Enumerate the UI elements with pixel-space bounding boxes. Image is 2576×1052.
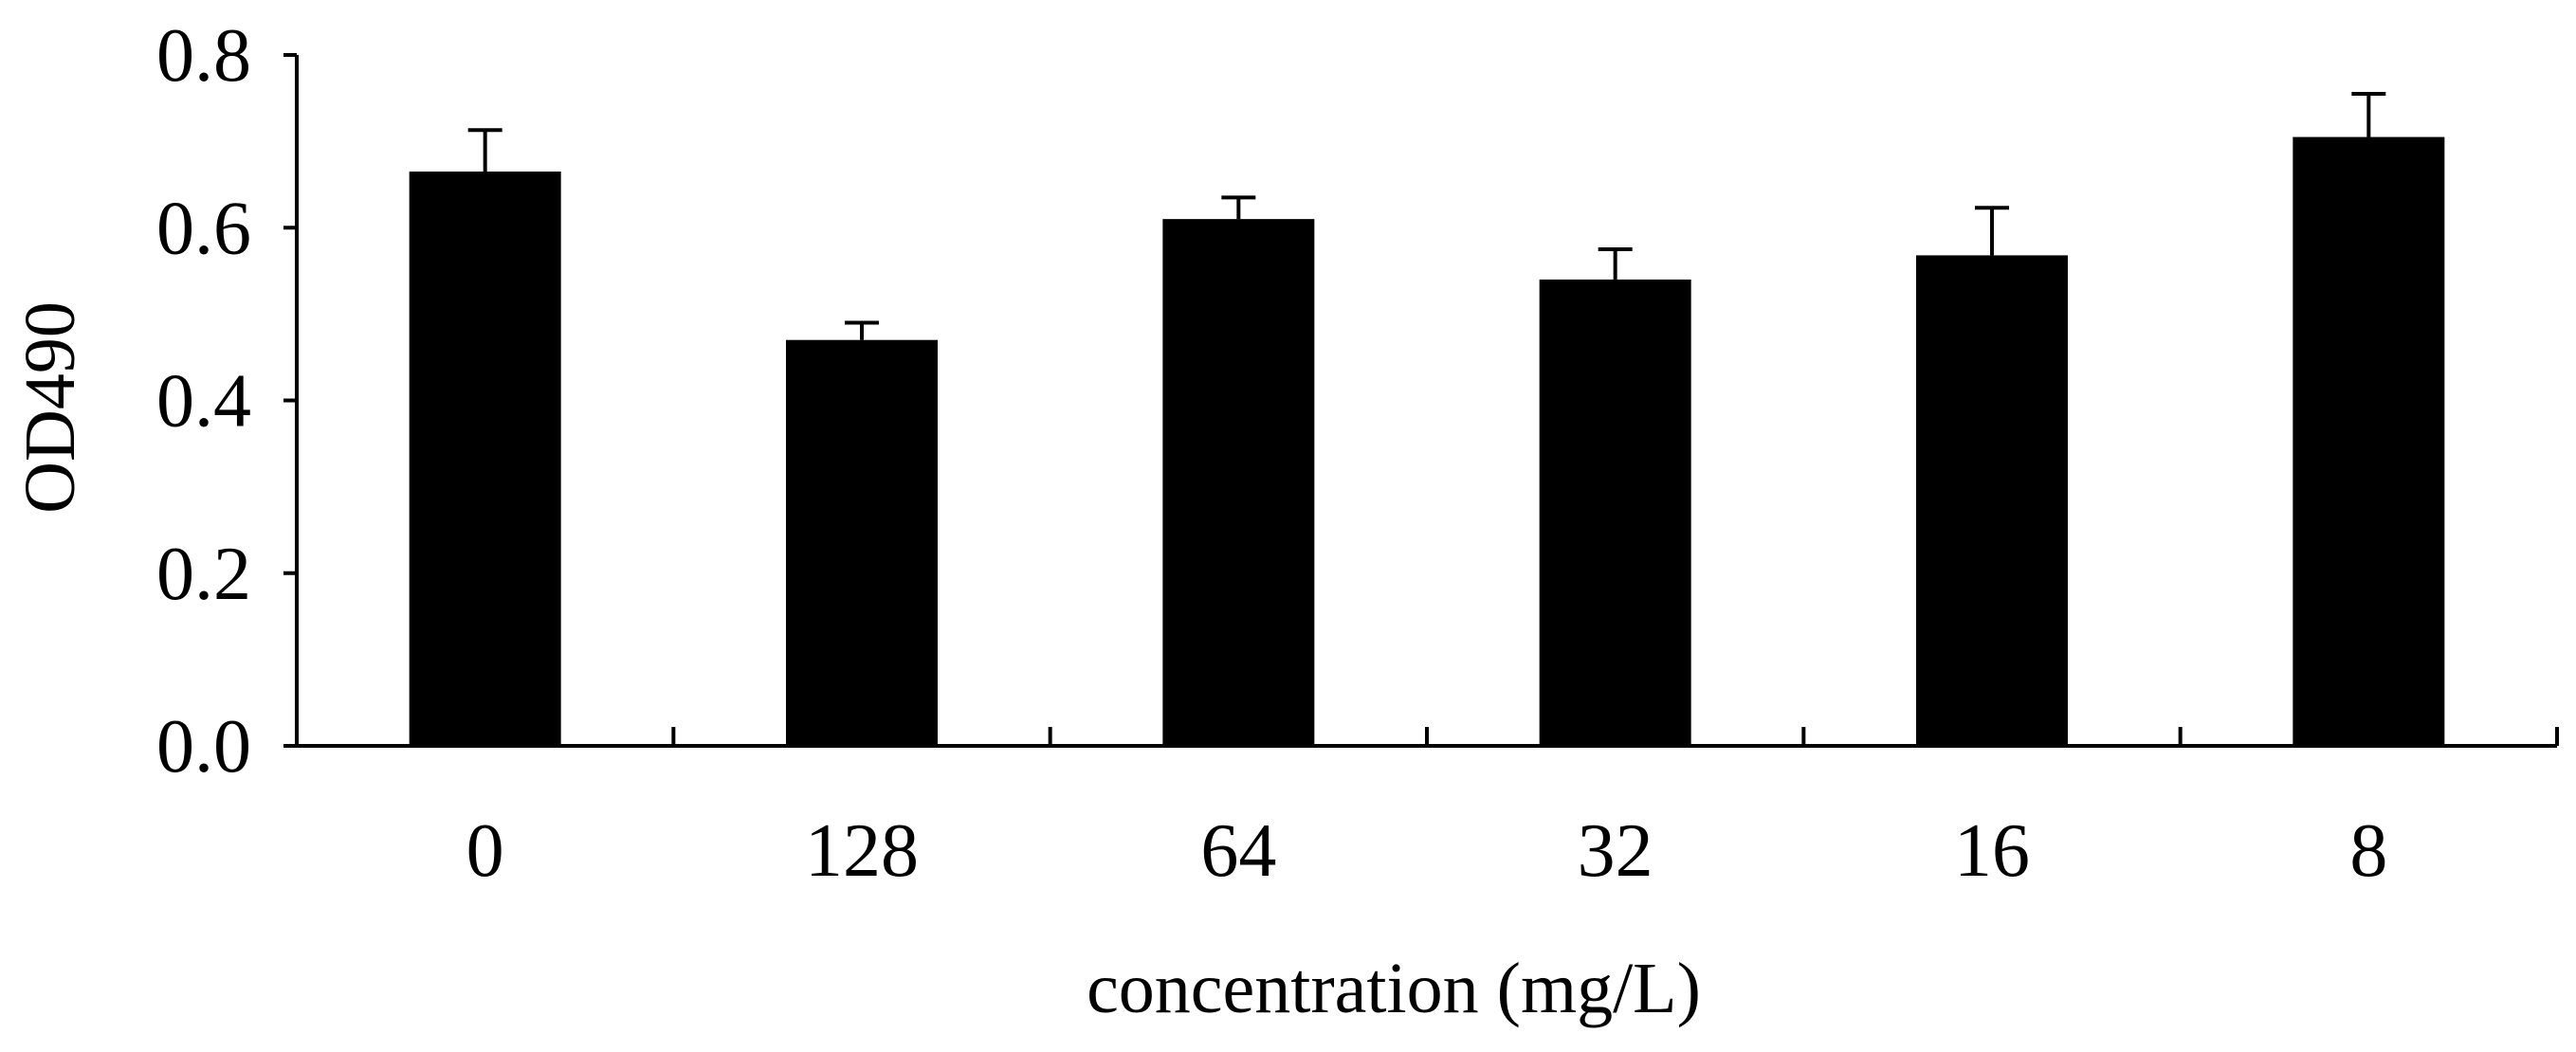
y-tick-label: 0.8 (156, 14, 251, 98)
x-tick-label: 32 (1578, 809, 1653, 893)
bar-16 (1916, 255, 2068, 746)
bar-64 (1162, 219, 1315, 746)
error-bars-group (467, 92, 2386, 340)
y-tick-label: 0.2 (156, 533, 251, 616)
plot-area: 0.0 0.2 0.4 0.6 0.8 0 128 64 32 16 8 (156, 14, 2559, 893)
x-tick-label: 64 (1200, 809, 1276, 893)
x-tick-label: 128 (805, 809, 919, 893)
bar-8 (2293, 136, 2445, 747)
x-ticks-group (671, 727, 2559, 746)
y-ticks-group (283, 53, 297, 748)
bar-32 (1539, 279, 1691, 746)
x-tick-label: 0 (466, 809, 504, 893)
y-tick-label: 0.4 (156, 360, 251, 444)
x-axis-title: concentration (mg/L) (1087, 949, 1701, 1028)
y-tick-labels-group: 0.0 0.2 0.4 0.6 0.8 (156, 14, 251, 789)
bar-128 (786, 339, 938, 746)
bar-0 (409, 172, 561, 747)
bars-group (409, 136, 2445, 747)
x-tick-label: 16 (1954, 809, 2030, 893)
y-axis-title: OD490 (10, 301, 90, 514)
y-tick-label: 0.0 (156, 705, 251, 789)
x-tick-labels-group: 0 128 64 32 16 8 (466, 809, 2388, 893)
x-tick-label: 8 (2349, 809, 2387, 893)
y-tick-label: 0.6 (156, 187, 251, 270)
